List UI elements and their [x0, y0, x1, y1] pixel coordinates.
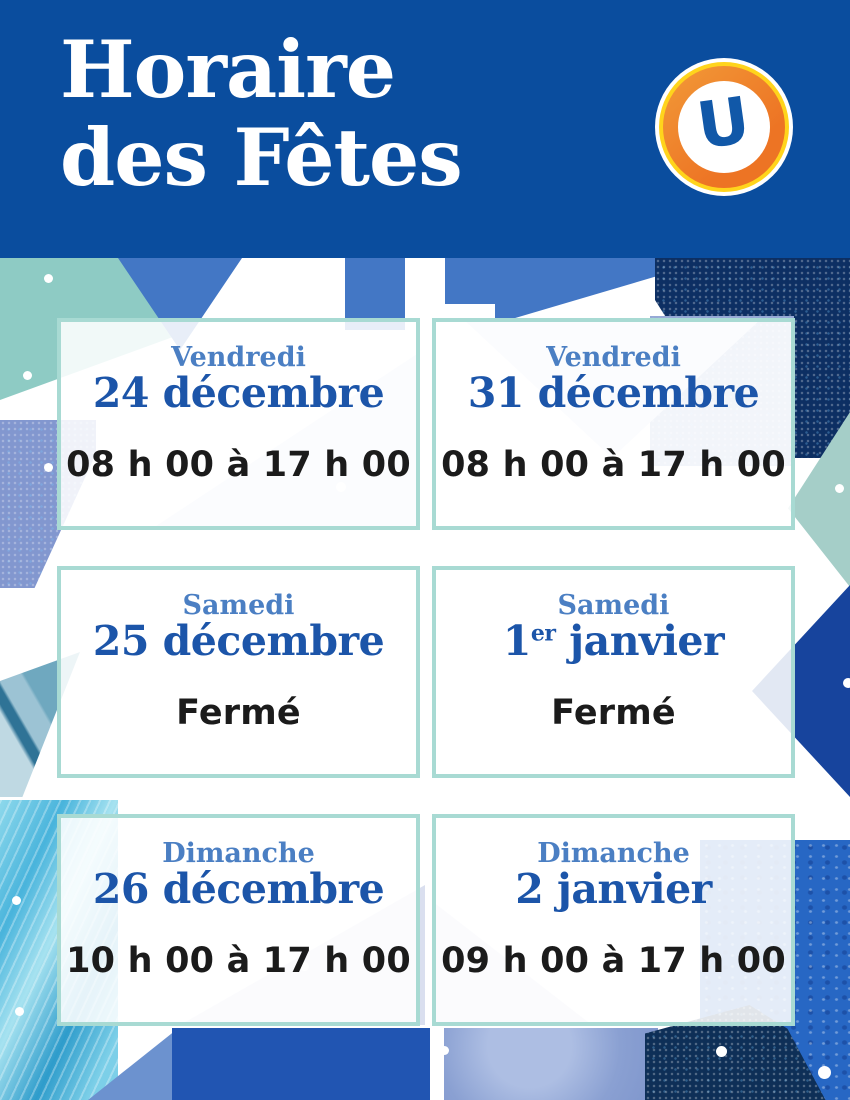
card-date: 2 janvier [515, 868, 712, 911]
card-hours: 08 h 00 à 17 h 00 [441, 445, 786, 486]
card-date-main: 24 décembre [92, 369, 385, 418]
card-date-main: 31 décembre [467, 369, 760, 418]
schedule-card-jan-1: Samedi 1er janvier Fermé [432, 566, 795, 778]
card-date: 1er janvier [502, 617, 725, 666]
card-hours: 09 h 00 à 17 h 00 [441, 941, 786, 982]
card-date-sup: er [530, 620, 556, 647]
card-day: Vendredi [546, 342, 681, 373]
blue-block-small [445, 258, 495, 304]
card-date-main: 25 décembre [92, 617, 385, 666]
snow-dot [716, 1046, 727, 1057]
schedule-card-dec-26: Dimanche 26 décembre 10 h 00 à 17 h 00 [57, 814, 420, 1026]
snow-dot [843, 678, 850, 688]
card-date-main: 26 décembre [92, 865, 385, 914]
schedule-card-dec-24: Vendredi 24 décembre 08 h 00 à 17 h 00 [57, 318, 420, 530]
snow-dot [44, 274, 53, 283]
title-line-2: des Fêtes [60, 110, 463, 204]
blue-block-bottom [172, 1028, 430, 1100]
card-date: 26 décembre [92, 865, 385, 914]
snow-dot [15, 1007, 24, 1016]
card-date: 24 décembre [92, 369, 385, 418]
card-hours: Fermé [551, 693, 676, 734]
snow-dot [427, 425, 436, 434]
card-date: 31 décembre [467, 369, 760, 418]
card-day: Dimanche [162, 838, 315, 869]
logo-u-letter: U [692, 83, 755, 165]
schedule-card-dec-25: Samedi 25 décembre Fermé [57, 566, 420, 778]
card-day: Dimanche [537, 838, 690, 869]
schedule-grid: Vendredi 24 décembre 08 h 00 à 17 h 00 V… [57, 318, 795, 1026]
snow-dot [12, 896, 21, 905]
header-band: Horaire des Fêtes U [0, 0, 850, 258]
logo-yellow-ring: U [659, 62, 789, 192]
snow-dot [135, 1042, 144, 1051]
card-hours: Fermé [176, 693, 301, 734]
logo-orange-ring: U [663, 66, 785, 188]
card-date-main: 2 janvier [515, 865, 712, 914]
card-day: Vendredi [171, 342, 306, 373]
watercolor-texture-bottom [444, 1028, 658, 1100]
snow-dot [440, 1046, 449, 1055]
snow-dot [23, 371, 32, 380]
snow-dot [44, 463, 53, 472]
card-date-tail: janvier [555, 617, 725, 666]
card-date-main: 1 [502, 617, 532, 666]
page-title: Horaire des Fêtes [60, 23, 463, 204]
card-day: Samedi [182, 590, 295, 621]
snow-dot [835, 484, 844, 493]
schedule-card-dec-31: Vendredi 31 décembre 08 h 00 à 17 h 00 [432, 318, 795, 530]
brand-logo: U [655, 58, 793, 196]
title-line-1: Horaire [60, 23, 396, 116]
card-hours: 10 h 00 à 17 h 00 [66, 941, 411, 982]
card-date: 25 décembre [92, 617, 385, 666]
card-hours: 08 h 00 à 17 h 00 [66, 445, 411, 486]
card-day: Samedi [557, 590, 670, 621]
snow-dot [818, 1066, 831, 1079]
schedule-card-jan-2: Dimanche 2 janvier 09 h 00 à 17 h 00 [432, 814, 795, 1026]
logo-center: U [678, 81, 770, 173]
